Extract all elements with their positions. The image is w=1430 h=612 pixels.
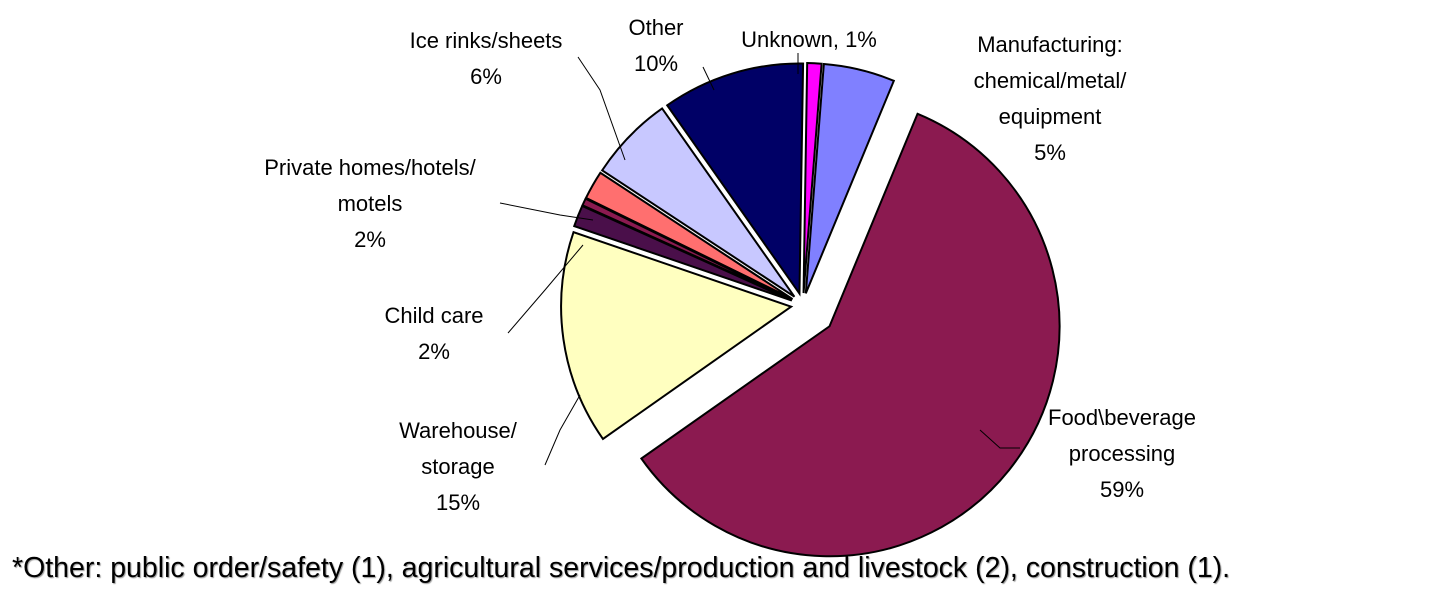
- pie-slice-2: [560, 230, 794, 441]
- leader-line-2: [544, 394, 581, 466]
- slice-label-2-line-2: 15%: [436, 490, 480, 515]
- leader-line-4: [507, 244, 584, 334]
- leader-lines: [499, 53, 1020, 466]
- slice-label-7-line-1: 10%: [634, 51, 678, 76]
- footnote: *Other: public order/safety (1), agricul…: [12, 552, 1231, 584]
- slice-label-6-line-1: 6%: [470, 64, 502, 89]
- pie-slice-8: [802, 62, 823, 294]
- pie-slice-5: [584, 171, 794, 300]
- slice-label-4-line-0: Child care: [384, 303, 483, 328]
- pie-slice-0: [804, 62, 896, 294]
- slice-label-0-line-2: equipment: [999, 104, 1102, 129]
- slice-label-1-line-1: processing: [1069, 441, 1175, 466]
- leader-line-6: [577, 56, 626, 161]
- slice-labels: Manufacturing: chemical/metal/equipment 5%…: [264, 15, 1196, 515]
- pie-slices: [560, 62, 1061, 558]
- pie-slice-1: [639, 112, 1061, 558]
- slice-label-0-line-0: Manufacturing:: [977, 32, 1123, 57]
- slice-label-6-line-0: Ice rinks/sheets: [410, 28, 563, 53]
- slice-label-7-line-0: Other: [628, 15, 683, 40]
- slice-label-2-line-0: Warehouse/: [399, 418, 518, 443]
- pie-slice-7: [665, 62, 805, 297]
- slice-label-1-line-2: 59%: [1100, 477, 1144, 502]
- leader-line-7: [702, 66, 715, 91]
- pie-slice-6: [600, 107, 796, 298]
- leader-line-5: [499, 202, 594, 221]
- slice-label-5-line-1: motels: [338, 191, 403, 216]
- slice-label-5-line-0: Private homes/hotels/: [264, 155, 476, 180]
- slice-label-5-line-2: 2%: [354, 227, 386, 252]
- slice-label-4-line-1: 2%: [418, 339, 450, 364]
- slice-label-2-line-1: storage: [421, 454, 494, 479]
- leader-line-1: [979, 429, 1020, 449]
- slice-label-8-line-0: Unknown, 1%: [741, 27, 877, 52]
- slice-label-0-line-1: chemical/metal/: [974, 68, 1128, 93]
- slice-label-1-line-0: Food\beverage: [1048, 405, 1196, 430]
- slice-label-0-line-3: 5%: [1034, 140, 1066, 165]
